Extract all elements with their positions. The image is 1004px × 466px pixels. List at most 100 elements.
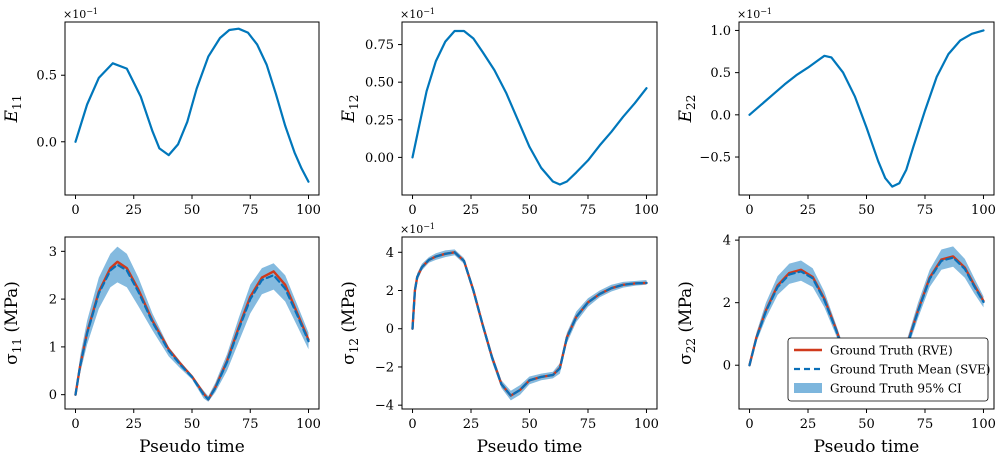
x-tick-label: 50 (521, 417, 538, 432)
rve-curve (411, 251, 648, 397)
plot-area (411, 29, 648, 186)
y-tick-label: 0.0 (710, 108, 731, 123)
ci-band (749, 246, 984, 400)
exponent-base: ×10 (63, 8, 86, 21)
y-tick-label: −4 (375, 399, 394, 414)
legend-item: Ground Truth (RVE) (794, 344, 953, 358)
exponent-base: ×10 (400, 223, 423, 236)
y-tick-label: 2 (49, 293, 57, 308)
x-tick-label: 100 (971, 417, 996, 432)
y-tick-label: 1 (49, 340, 57, 355)
y-label-subscript: 22 (684, 338, 698, 353)
y-label-subscript: 12 (347, 338, 361, 353)
axis-exponent: ×10−1 (400, 7, 435, 21)
plot-area (748, 29, 985, 188)
x-tick-label: 75 (917, 417, 934, 432)
x-tick-label: 25 (800, 203, 817, 218)
y-label-symbol: σ (339, 353, 359, 365)
y-tick-label: 2 (386, 284, 394, 299)
y-label-unit: (MPa) (676, 281, 696, 338)
y-tick-label: −2 (375, 360, 394, 375)
axis-exponent: ×10−1 (400, 222, 435, 236)
strain-curve (411, 29, 648, 186)
y-label-symbol: E (676, 109, 696, 123)
strain-curve (74, 27, 310, 183)
axes-frame (401, 21, 658, 196)
exponent-base: ×10 (400, 8, 423, 21)
x-axis-label: Pseudo time (814, 437, 920, 457)
y-tick-label: 0.50 (365, 76, 394, 91)
x-tick-label: 50 (858, 203, 875, 218)
x-tick-label: 75 (580, 203, 597, 218)
y-tick-label: 1.0 (710, 24, 731, 39)
y-label-symbol: E (339, 109, 359, 123)
y-axis-label: σ22 (MPa) (676, 281, 698, 365)
y-axis-label: σ11 (MPa) (2, 281, 24, 365)
x-tick-label: 50 (184, 417, 201, 432)
x-tick-label: 0 (71, 417, 79, 432)
x-tick-label: 0 (408, 417, 416, 432)
exponent-base: ×10 (737, 8, 760, 21)
x-tick-label: 100 (634, 203, 659, 218)
legend: Ground Truth (RVE) Ground Truth Mean (SVE… (787, 337, 990, 402)
x-tick-label: 50 (858, 417, 875, 432)
legend-label: Ground Truth 95% CI (830, 382, 962, 396)
x-tick-label: 100 (634, 417, 659, 432)
y-label-subscript: 12 (347, 95, 361, 110)
chart-panel-1: 0 25 50 75 100 0.0 0.5 ×10−1 E11 (2, 7, 321, 218)
axes-frame (64, 236, 320, 410)
axis-exponent: ×10−1 (63, 7, 98, 21)
x-tick-label: 75 (242, 417, 259, 432)
y-tick-label: 0.75 (365, 38, 394, 53)
x-tick-label: 25 (800, 417, 817, 432)
exponent-power: −1 (86, 7, 98, 16)
y-tick-label: 0.5 (710, 66, 731, 81)
x-tick-label: 25 (125, 203, 142, 218)
x-tick-label: 75 (580, 417, 597, 432)
x-tick-label: 25 (463, 203, 480, 218)
legend-label: Ground Truth Mean (SVE) (830, 363, 990, 377)
y-axis-label: E22 (676, 95, 698, 124)
x-tick-label: 100 (296, 417, 321, 432)
y-tick-label: 0.00 (365, 151, 394, 166)
y-tick-label: 2 (723, 296, 731, 311)
exponent-power: −1 (760, 7, 772, 16)
plot-area (74, 27, 310, 183)
ci-band (412, 249, 647, 401)
plot-area (411, 249, 648, 401)
y-label-subscript: 11 (10, 95, 24, 110)
exponent-power: −1 (423, 222, 435, 231)
y-label-subscript: 22 (684, 95, 698, 110)
exponent-power: −1 (423, 7, 435, 16)
legend-item: Ground Truth Mean (SVE) (794, 363, 990, 377)
y-tick-label: 0.0 (36, 135, 57, 150)
x-tick-label: 0 (745, 203, 753, 218)
x-axis-label: Pseudo time (477, 437, 583, 457)
x-tick-label: 75 (242, 203, 259, 218)
y-axis-label: σ12 (MPa) (339, 281, 361, 365)
x-tick-label: 25 (125, 417, 142, 432)
y-label-unit: (MPa) (339, 281, 359, 338)
y-axis-label: E12 (339, 95, 361, 124)
legend-item: Ground Truth 95% CI (794, 382, 962, 396)
x-tick-label: 75 (917, 203, 934, 218)
chart-panel-2: 0 25 50 75 100 0.00 0.25 0.50 0.75 ×10−1 E12 (339, 7, 659, 218)
legend-frame (787, 337, 989, 402)
y-tick-label: 4 (386, 246, 394, 261)
y-tick-label: 0 (49, 388, 57, 403)
y-label-symbol: E (2, 109, 22, 123)
y-tick-label: 3 (49, 245, 57, 260)
y-label-symbol: σ (676, 353, 696, 365)
chart-panel-4: 0 25 50 75 100 0 1 2 3 σ11 (MPa) Pseudo time (2, 236, 321, 457)
axes-frame (738, 21, 995, 196)
x-tick-label: 25 (463, 417, 480, 432)
y-label-subscript: 11 (10, 338, 24, 353)
y-tick-label: 0.5 (36, 69, 57, 84)
legend-label: Ground Truth (RVE) (830, 344, 953, 358)
y-tick-label: 0 (386, 322, 394, 337)
plot-area (74, 246, 310, 402)
x-tick-label: 50 (184, 203, 201, 218)
y-tick-label: 0.25 (365, 113, 394, 128)
y-tick-label: 0 (723, 359, 731, 374)
